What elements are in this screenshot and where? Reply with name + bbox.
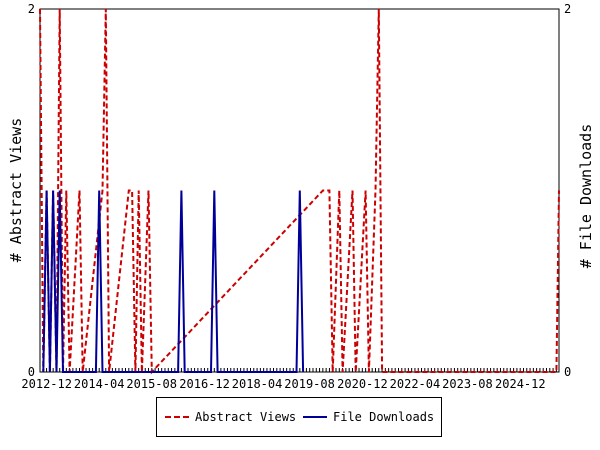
legend-swatch-abstract-views — [165, 416, 189, 418]
series-line-abstract-views — [39, 8, 560, 375]
y-tick-right-top: 2 — [564, 2, 571, 16]
legend-item-abstract-views: Abstract Views — [165, 410, 296, 424]
y-tick-left-top: 2 — [28, 2, 35, 16]
x-tick-label: 2023-08 — [442, 377, 493, 391]
y-axis-title-left: # Abstract Views — [7, 118, 25, 263]
legend-item-file-downloads: File Downloads — [303, 410, 434, 424]
legend: Abstract Views File Downloads — [156, 397, 442, 437]
y-tick-left-bottom: 0 — [28, 365, 35, 379]
legend-swatch-file-downloads — [303, 416, 327, 418]
x-tick-label: 2012-12 — [21, 377, 72, 391]
y-tick-right-bottom: 0 — [564, 365, 571, 379]
x-tick-label: 2014-04 — [74, 377, 125, 391]
x-tick-label: 2018-04 — [232, 377, 283, 391]
x-tick-label: 2020-12 — [337, 377, 388, 391]
y-axis-title-right: # File Downloads — [577, 124, 595, 269]
x-tick-label: 2019-08 — [284, 377, 335, 391]
x-tick-label: 2022-04 — [390, 377, 441, 391]
legend-label-file-downloads: File Downloads — [333, 410, 435, 424]
series-line-file-downloads — [42, 190, 305, 373]
x-tick-labels: 2012-12 2014-04 2015-08 2016-12 2018-04 2019-… — [21, 377, 545, 391]
legend-label-abstract-views: Abstract Views — [195, 410, 297, 424]
x-tick-label: 2024-12 — [495, 377, 546, 391]
x-tick-label: 2015-08 — [126, 377, 177, 391]
series-layer — [39, 8, 560, 375]
x-tick-label: 2016-12 — [179, 377, 230, 391]
